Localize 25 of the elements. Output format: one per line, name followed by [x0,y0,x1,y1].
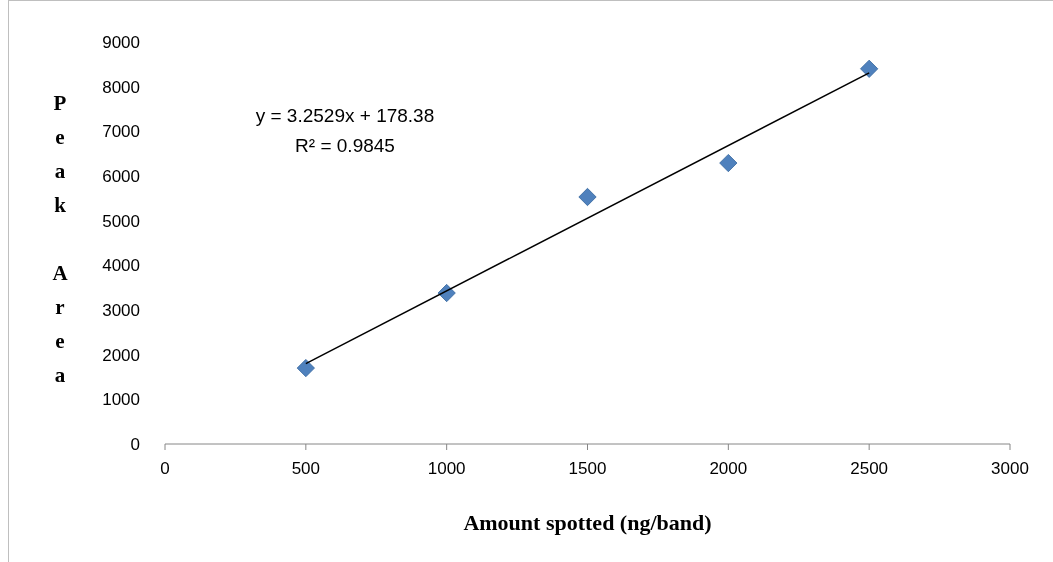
y-tick-label: 8000 [102,77,140,97]
point [296,359,315,378]
y-tick-label: 4000 [102,256,140,276]
y-tick-label: 9000 [102,33,140,52]
y-tick-label: 5000 [102,211,140,231]
point [860,59,879,78]
annotation: R² = 0.9845 [295,135,395,156]
x-tick-label: 2500 [850,459,889,478]
y-tick-label: 0 [130,435,140,454]
x-tick-label: 0 [160,459,170,478]
text: Peak Area [52,91,68,387]
y-tick-label: 7000 [102,122,140,142]
point [719,153,738,173]
y-tick-label: 2000 [102,345,140,365]
annotation: y = 3.2529x + 178.38 [255,105,435,126]
y-tick-label: 1000 [102,390,140,410]
y-tick-label: 3000 [102,301,140,320]
x-tick-label: 1000 [427,459,466,478]
y-tick-label: 6000 [102,167,140,186]
point [578,187,597,207]
x-tick-label: 2000 [709,459,748,478]
x-axis-title: Amount spotted (ng/band) [463,510,712,535]
x-tick-label: 500 [291,459,321,478]
x-tick-label: 3000 [991,459,1029,478]
x-tick-label: 1500 [568,459,607,478]
